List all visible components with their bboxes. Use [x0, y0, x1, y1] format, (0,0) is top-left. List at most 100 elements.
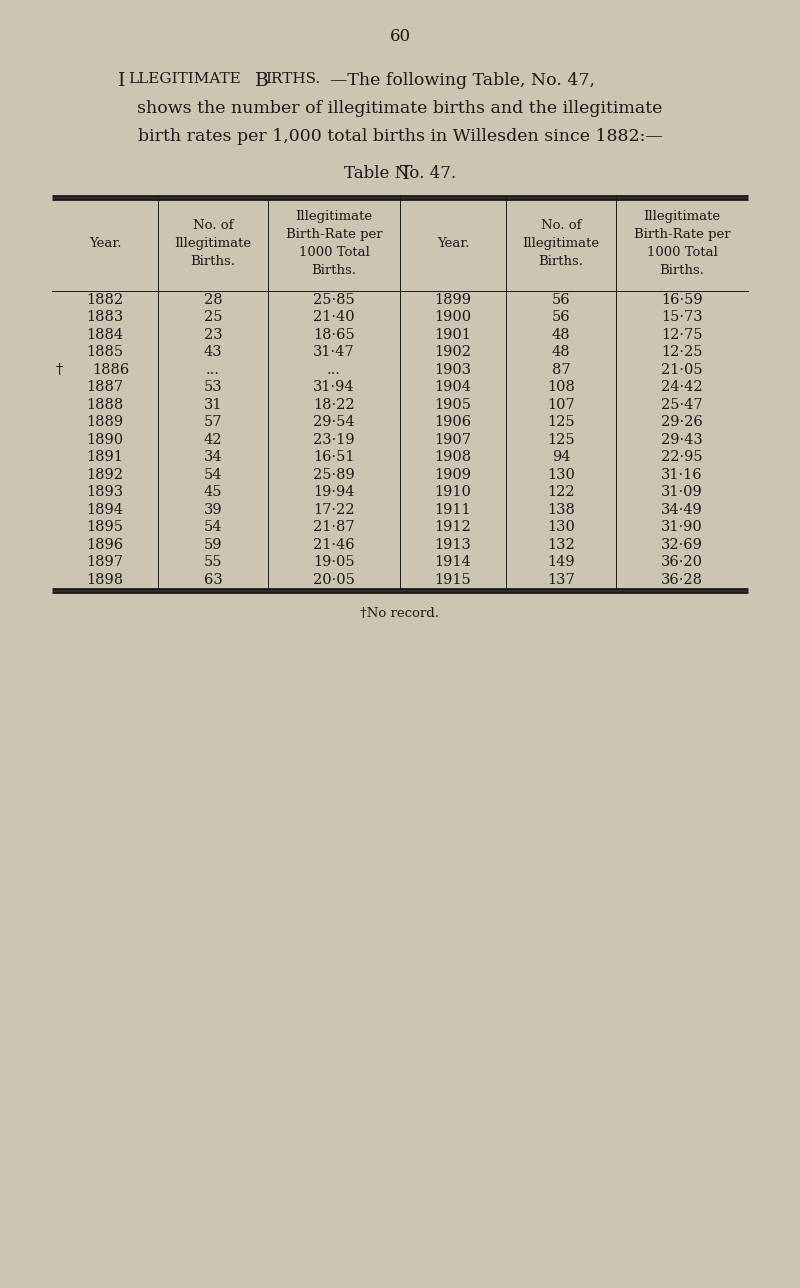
Text: 29·43: 29·43	[661, 433, 703, 447]
Text: 18·22: 18·22	[313, 398, 355, 412]
Text: 32·69: 32·69	[661, 538, 703, 551]
Text: 57: 57	[204, 415, 222, 429]
Text: 19·05: 19·05	[313, 555, 355, 569]
Text: 122: 122	[547, 486, 575, 500]
Text: 1912: 1912	[434, 520, 471, 535]
Text: 29·26: 29·26	[661, 415, 703, 429]
Text: 23: 23	[204, 327, 222, 341]
Text: 87: 87	[552, 363, 570, 377]
Text: 36·28: 36·28	[661, 573, 703, 587]
Text: 59: 59	[204, 538, 222, 551]
Text: 54: 54	[204, 520, 222, 535]
Text: 21·46: 21·46	[313, 538, 355, 551]
Text: shows the number of illegitimate births and the illegitimate: shows the number of illegitimate births …	[138, 100, 662, 117]
Text: IRTHS.: IRTHS.	[265, 72, 320, 86]
Text: 31·16: 31·16	[661, 468, 703, 482]
Text: 1882: 1882	[86, 292, 123, 307]
Text: 22·95: 22·95	[661, 451, 703, 464]
Text: 28: 28	[204, 292, 222, 307]
Text: 21·87: 21·87	[313, 520, 355, 535]
Text: 125: 125	[547, 433, 575, 447]
Text: 1895: 1895	[86, 520, 123, 535]
Text: 54: 54	[204, 468, 222, 482]
Text: 17·22: 17·22	[314, 502, 354, 516]
Text: 1883: 1883	[86, 310, 124, 325]
Text: 55: 55	[204, 555, 222, 569]
Text: No. of
Illegitimate
Births.: No. of Illegitimate Births.	[522, 219, 599, 268]
Text: 25·85: 25·85	[313, 292, 355, 307]
Text: 63: 63	[204, 573, 222, 587]
Text: 16·51: 16·51	[314, 451, 354, 464]
Text: 23·19: 23·19	[313, 433, 355, 447]
Text: 31·94: 31·94	[313, 380, 355, 394]
Text: 1894: 1894	[86, 502, 123, 516]
Text: 15·73: 15·73	[661, 310, 703, 325]
Text: 1887: 1887	[86, 380, 123, 394]
Text: Illegitimate
Birth-Rate per
1000 Total
Births.: Illegitimate Birth-Rate per 1000 Total B…	[634, 210, 730, 277]
Text: 34: 34	[204, 451, 222, 464]
Text: 31·90: 31·90	[661, 520, 703, 535]
Text: 1888: 1888	[86, 398, 124, 412]
Text: 1906: 1906	[434, 415, 471, 429]
Text: 56: 56	[552, 310, 570, 325]
Text: 1907: 1907	[434, 433, 471, 447]
Text: 125: 125	[547, 415, 575, 429]
Text: 42: 42	[204, 433, 222, 447]
Text: 12·25: 12·25	[662, 345, 702, 359]
Text: 31: 31	[204, 398, 222, 412]
Text: 1891: 1891	[86, 451, 123, 464]
Text: 1901: 1901	[434, 327, 471, 341]
Text: 1905: 1905	[434, 398, 471, 412]
Text: 137: 137	[547, 573, 575, 587]
Text: 24·42: 24·42	[661, 380, 703, 394]
Text: 94: 94	[552, 451, 570, 464]
Text: Illegitimate
Birth-Rate per
1000 Total
Births.: Illegitimate Birth-Rate per 1000 Total B…	[286, 210, 382, 277]
Text: 20·05: 20·05	[313, 573, 355, 587]
Text: 1893: 1893	[86, 486, 123, 500]
Text: ...: ...	[327, 363, 341, 377]
Text: LLEGITIMATE: LLEGITIMATE	[128, 72, 241, 86]
Text: 56: 56	[552, 292, 570, 307]
Text: 36·20: 36·20	[661, 555, 703, 569]
Text: 39: 39	[204, 502, 222, 516]
Text: 138: 138	[547, 502, 575, 516]
Text: 60: 60	[390, 28, 410, 45]
Text: 19·94: 19·94	[314, 486, 354, 500]
Text: 1903: 1903	[434, 363, 471, 377]
Text: 34·49: 34·49	[661, 502, 703, 516]
Text: 21·05: 21·05	[661, 363, 703, 377]
Text: 1884: 1884	[86, 327, 123, 341]
Text: 1890: 1890	[86, 433, 123, 447]
Text: 1908: 1908	[434, 451, 471, 464]
Text: 1885: 1885	[86, 345, 123, 359]
Text: 149: 149	[547, 555, 575, 569]
Text: 1889: 1889	[86, 415, 123, 429]
Text: 25·89: 25·89	[313, 468, 355, 482]
Text: 1886: 1886	[92, 363, 130, 377]
Text: 21·40: 21·40	[313, 310, 355, 325]
Text: 48: 48	[552, 327, 570, 341]
Text: 25: 25	[204, 310, 222, 325]
Text: 1896: 1896	[86, 538, 123, 551]
Text: 1904: 1904	[434, 380, 471, 394]
Text: 43: 43	[204, 345, 222, 359]
Text: Year.: Year.	[437, 237, 470, 250]
Text: 130: 130	[547, 520, 575, 535]
Text: 1914: 1914	[434, 555, 471, 569]
Text: 29·54: 29·54	[313, 415, 355, 429]
Text: 108: 108	[547, 380, 575, 394]
Text: —The following Table, No. 47,: —The following Table, No. 47,	[330, 72, 595, 89]
Text: 25·47: 25·47	[661, 398, 703, 412]
Text: 1898: 1898	[86, 573, 123, 587]
Text: 1900: 1900	[434, 310, 471, 325]
Text: 1911: 1911	[434, 502, 471, 516]
Text: 45: 45	[204, 486, 222, 500]
Text: 1902: 1902	[434, 345, 471, 359]
Text: 12·75: 12·75	[662, 327, 702, 341]
Text: 1910: 1910	[434, 486, 471, 500]
Text: †No record.: †No record.	[361, 607, 439, 620]
Text: 107: 107	[547, 398, 575, 412]
Text: †: †	[56, 363, 63, 377]
Text: 31·47: 31·47	[313, 345, 355, 359]
Text: 132: 132	[547, 538, 575, 551]
